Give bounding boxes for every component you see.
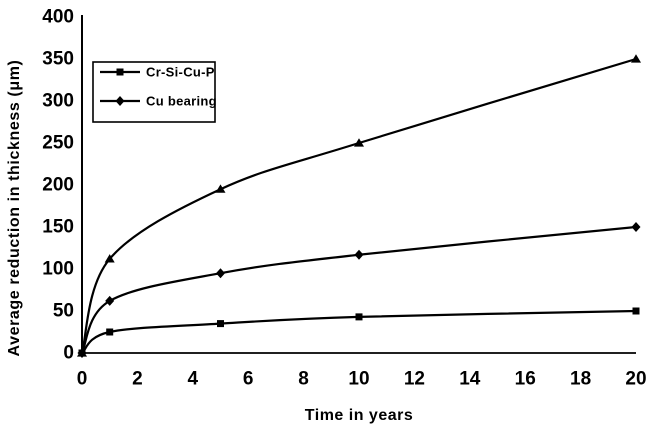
marker-diamond bbox=[216, 268, 225, 279]
marker-square bbox=[355, 313, 363, 321]
y-tick-label: 50 bbox=[53, 301, 74, 322]
y-tick-label: 150 bbox=[42, 217, 74, 238]
y-tick-label: 350 bbox=[42, 49, 74, 70]
curve-triangle-series bbox=[80, 57, 637, 354]
y-tick-label: 0 bbox=[63, 343, 74, 364]
marker-triangle bbox=[354, 138, 364, 147]
marker-diamond bbox=[105, 295, 115, 306]
y-tick-label: 400 bbox=[42, 7, 74, 28]
x-tick-label: 2 bbox=[132, 369, 143, 390]
x-axis-title: Time in years bbox=[304, 407, 414, 424]
x-tick-label: 8 bbox=[298, 369, 309, 390]
x-tick-label: 18 bbox=[570, 369, 591, 390]
marker-square bbox=[78, 349, 86, 357]
x-tick-label: 10 bbox=[348, 369, 369, 390]
x-tick-label: 16 bbox=[515, 369, 536, 390]
legend-marker-diamond bbox=[115, 96, 125, 106]
marker-square bbox=[632, 307, 640, 315]
x-tick-label: 12 bbox=[404, 369, 425, 390]
marker-diamond bbox=[631, 222, 641, 232]
x-tick-label: 14 bbox=[459, 369, 481, 390]
legend-label: Cr-Si-Cu-P bbox=[146, 65, 215, 80]
marker-triangle bbox=[215, 184, 226, 193]
x-tick-label: 6 bbox=[243, 369, 254, 390]
marker-triangle bbox=[631, 54, 641, 63]
x-tick-label: 4 bbox=[188, 369, 199, 390]
curve-cu-bearing bbox=[80, 225, 637, 354]
marker-square bbox=[217, 320, 224, 328]
marker-square bbox=[106, 328, 114, 336]
legend-marker-square bbox=[116, 68, 124, 76]
y-axis-title: Average reduction in thickness (μm) bbox=[6, 59, 23, 357]
marker-diamond bbox=[354, 249, 364, 260]
marker-triangle bbox=[104, 254, 115, 263]
y-tick-label: 100 bbox=[42, 259, 74, 280]
y-tick-label: 200 bbox=[42, 175, 74, 196]
legend-label: Cu bearing bbox=[146, 94, 217, 109]
y-tick-label: 300 bbox=[42, 91, 74, 112]
y-tick-label: 250 bbox=[42, 133, 74, 154]
x-tick-label: 0 bbox=[77, 369, 88, 390]
x-tick-label: 20 bbox=[625, 369, 646, 390]
